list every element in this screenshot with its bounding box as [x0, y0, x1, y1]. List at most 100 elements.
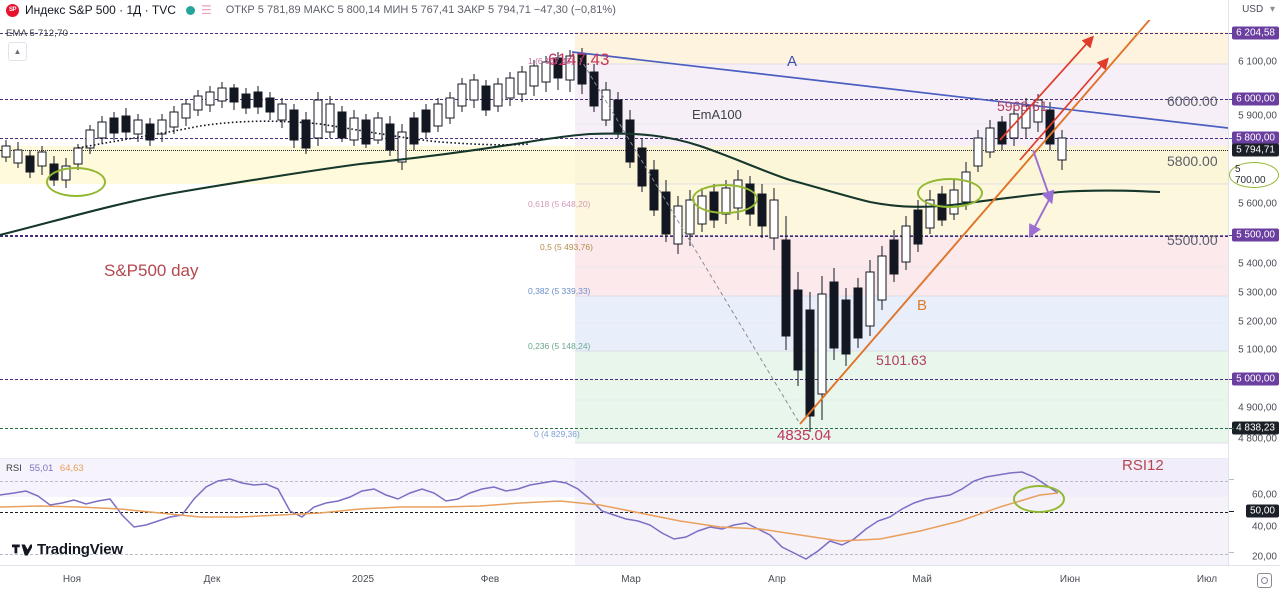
- secondary-ma-dotted: [77, 120, 531, 149]
- axis-pill-5000: 5 000,00: [1232, 372, 1279, 386]
- rsi-legend-value2: 64,63: [59, 463, 84, 474]
- axis-label-4900: 4 900,00: [1238, 402, 1277, 414]
- rsi-highlight-oval: [1013, 485, 1065, 513]
- rsi-axis-label-40: 40,00: [1251, 521, 1277, 533]
- level-line-5794-close: [0, 150, 1228, 151]
- fib-label-0236: 0,236 (5 148,24): [528, 341, 591, 351]
- currency-selector[interactable]: USD ▾: [1242, 4, 1275, 15]
- time-label-jul: Июл: [1196, 574, 1218, 585]
- rsi-level-30: [0, 554, 1228, 555]
- level-label-6000: 6000.00: [1167, 93, 1218, 109]
- axis-tick-5000: [1229, 379, 1234, 380]
- axis-label-5600: 5 600,00: [1238, 198, 1277, 210]
- ema-legend[interactable]: EMA 5 712,70: [6, 28, 69, 39]
- highlight-oval-1: [46, 167, 106, 197]
- rsi-axis-label-60: 60,00: [1251, 489, 1277, 501]
- axis-tick-4838: [1229, 428, 1234, 429]
- rsi-pane[interactable]: RSI12 RSI 55,01 64,63: [0, 458, 1228, 566]
- rsi-axis-pill-50: 50,00: [1245, 504, 1279, 518]
- axis-label-5200: 5 200,00: [1238, 316, 1277, 328]
- fib-label-05: 0,5 (5 493,76): [540, 242, 593, 252]
- axis-label-5300: 5 300,00: [1238, 287, 1277, 299]
- annotation-sp500-day: S&P500 day: [104, 261, 199, 280]
- axis-label-5900: 5 900,00: [1238, 110, 1277, 122]
- fib-label-0382: 0,382 (5 339,33): [528, 286, 591, 296]
- level-line-5000: [0, 379, 1228, 380]
- fib-band-0382: [575, 296, 1228, 351]
- symbol-title[interactable]: Индекс S&P 500 · 1Д · TVC: [25, 3, 176, 17]
- annotation-ema100: EmA100: [692, 107, 742, 122]
- axis-pill-5500: 5 500,00: [1232, 228, 1279, 242]
- rsi-axis-tick-30: [1229, 552, 1234, 553]
- annotation-high-price: 6147.43: [548, 50, 610, 69]
- chevron-down-icon: ▾: [1269, 4, 1275, 15]
- axis-oval-5700: 5 700,00: [1229, 162, 1279, 188]
- fib-band-top: [575, 32, 1228, 64]
- main-price-pane[interactable]: 1 (6 147,43) 0,618 (5 648,20) 0,5 (5 493…: [0, 20, 1228, 455]
- axis-pill-4838: 4 838,23: [1232, 421, 1279, 435]
- axis-label-4800: 4 800,00: [1238, 433, 1277, 445]
- rsi-legend-value1: 55,01: [29, 463, 54, 474]
- axis-label-5100: 5 100,00: [1238, 344, 1277, 356]
- drawing-overlay[interactable]: [0, 20, 1228, 455]
- rsi-level-50: [0, 512, 1228, 513]
- time-label-dec: Дек: [203, 574, 221, 585]
- time-label-2025: 2025: [351, 574, 375, 585]
- level-label-5500: 5500.00: [1167, 232, 1218, 248]
- time-label-apr: Апр: [768, 574, 786, 585]
- currency-label: USD: [1242, 4, 1264, 15]
- rsi-axis-tick-70: [1229, 479, 1234, 480]
- tradingview-logo: TradingView: [12, 541, 123, 558]
- symbol-logo-icon: SP: [6, 3, 19, 17]
- axis-pill-6000: 6 000,00: [1232, 92, 1279, 106]
- collapse-pane-button[interactable]: ▲: [8, 42, 27, 61]
- annotation-label-b: B: [917, 297, 928, 314]
- pre-fib-background: [0, 20, 575, 455]
- level-line-4838: [0, 428, 1228, 429]
- axis-pill-5800: 5 800,00: [1232, 131, 1279, 145]
- fib-label-0: 0 (4 829,36): [534, 429, 580, 439]
- annotation-low-price: 4835.04: [777, 427, 832, 444]
- tradingview-logo-icon: [12, 543, 32, 556]
- annotation-label-a: A: [787, 53, 798, 70]
- rsi-legend[interactable]: RSI 55,01 64,63: [6, 463, 84, 474]
- axis-tick-5500: [1229, 235, 1234, 236]
- time-label-may: Май: [912, 574, 932, 585]
- axis-pill-6204: 6 204,58: [1232, 26, 1279, 40]
- highlight-oval-2: [692, 184, 758, 214]
- time-label-mar: Мар: [621, 574, 641, 585]
- rsi-legend-name: RSI: [6, 463, 22, 474]
- ema100-line: [0, 132, 1161, 237]
- fib-line-05: [0, 236, 1228, 237]
- clock-icon[interactable]: [1257, 573, 1272, 588]
- time-axis[interactable]: Ноя Дек 2025 Фев Мар Апр Май Июн Июл: [0, 565, 1280, 595]
- highlight-oval-3: [917, 178, 983, 208]
- time-label-nov: Ноя: [62, 574, 82, 585]
- ohlc-values: ОТКР 5 781,89 МАКС 5 800,14 МИН 5 767,41…: [225, 4, 616, 16]
- annotation-support-5101: 5101.63: [876, 352, 927, 368]
- level-line-6204: [0, 33, 1228, 34]
- level-label-5800: 5800.00: [1167, 153, 1218, 169]
- chart-header: SP Индекс S&P 500 · 1Д · TVC ☰ ОТКР 5 78…: [0, 0, 1280, 20]
- price-axis[interactable]: USD ▾ 6 204,58 6 100,00 6 000,00 5 900,0…: [1228, 0, 1280, 565]
- axis-label-6100: 6 100,00: [1238, 56, 1277, 68]
- annotation-rsi12: RSI12: [1122, 458, 1164, 474]
- rsi-series: [0, 471, 1059, 560]
- tradingview-logo-text: TradingView: [37, 541, 123, 558]
- axis-label-5400: 5 400,00: [1238, 258, 1277, 270]
- level-line-5800: [0, 138, 1228, 139]
- rsi-level-70: [0, 481, 1228, 482]
- market-status-dot-icon: [185, 5, 195, 15]
- time-label-feb: Фев: [480, 574, 500, 585]
- rsi-axis-tick-50: [1229, 511, 1234, 512]
- fib-label-1: 1 (6 147,43): [528, 56, 574, 66]
- equals-icon: ☰: [200, 3, 212, 17]
- time-label-jun: Июн: [1059, 574, 1081, 585]
- axis-tick-6204: [1229, 33, 1234, 34]
- axis-tick-5800: [1229, 138, 1234, 139]
- axis-tick-6000: [1229, 99, 1234, 100]
- level-line-5500: [0, 235, 1228, 236]
- fib-label-0618: 0,618 (5 648,20): [528, 199, 591, 209]
- axis-pill-last-price: 5 794,71: [1232, 143, 1279, 157]
